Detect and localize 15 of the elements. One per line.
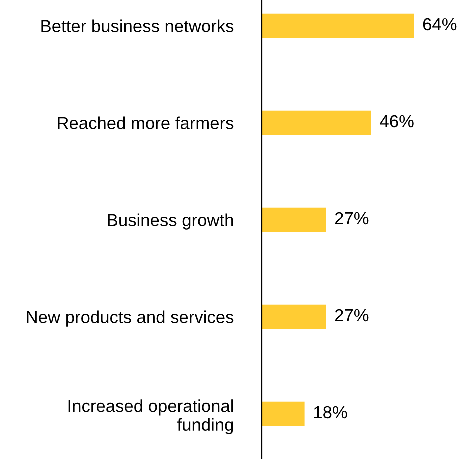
- y-tick-label: New products and services: [27, 310, 234, 327]
- bar: [262, 304, 326, 330]
- bar: [262, 14, 414, 38]
- data-label: 64%: [423, 18, 457, 31]
- y-tick-label: Business growth: [108, 214, 234, 230]
- data-label: 27%: [335, 212, 369, 225]
- data-label: 46%: [380, 115, 414, 128]
- bar: [262, 110, 372, 136]
- bar: [262, 402, 305, 426]
- data-label: 27%: [335, 309, 369, 322]
- bar: [262, 208, 326, 232]
- data-label: 18%: [314, 406, 348, 419]
- y-tick-label: Reached more farmers: [58, 116, 234, 130]
- y-tick-label: Increased operational funding: [68, 400, 234, 434]
- y-tick-label: Better business networks: [42, 20, 234, 32]
